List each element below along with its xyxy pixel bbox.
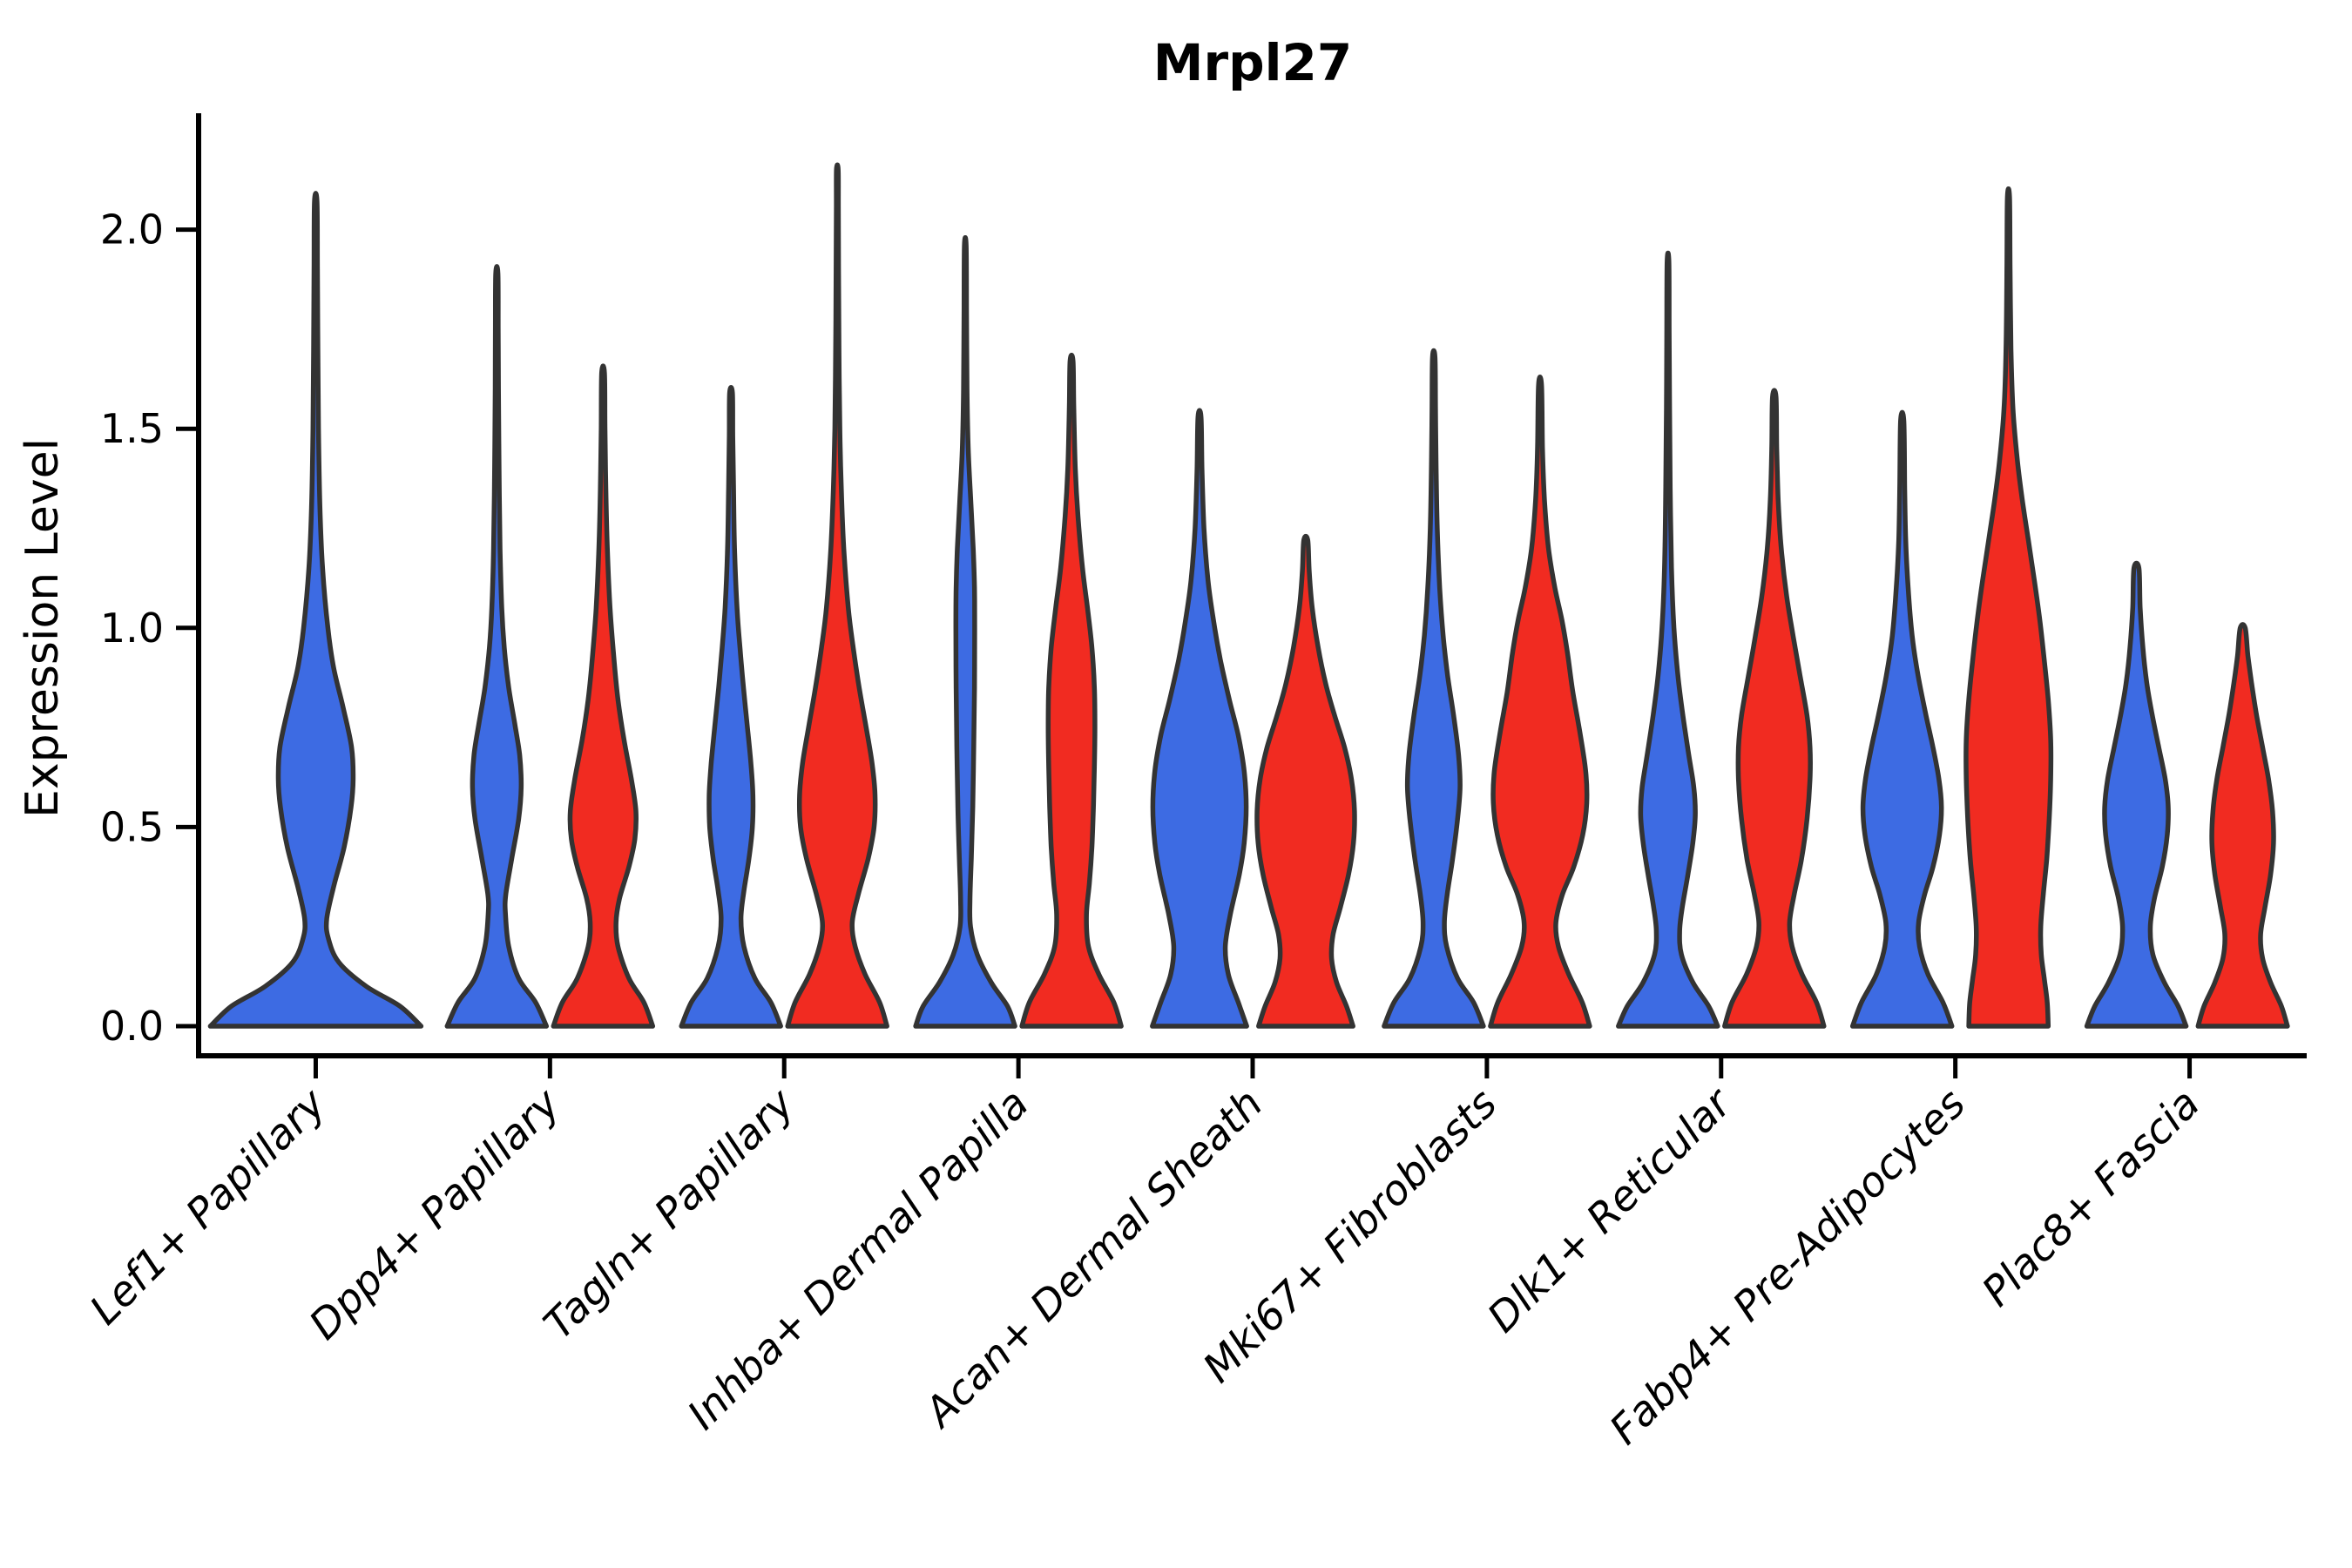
violin-dlk1-blue — [1616, 250, 1720, 1029]
violin-lef1-blue — [207, 191, 424, 1029]
x-category-label: Dlk1+ Reticular — [1478, 1078, 1742, 1342]
y-axis-label: Expression Level — [17, 438, 69, 818]
y-tick-label: 1.0 — [100, 605, 164, 652]
y-tick-label: 2.0 — [100, 206, 164, 253]
x-category-label: Plac8+ Fascia — [1973, 1080, 2209, 1316]
violin-dpp4-blue — [444, 264, 550, 1029]
y-tick-label: 0.0 — [100, 1003, 164, 1050]
violin-acan-red — [1254, 533, 1357, 1029]
x-category-label: Lef1+ Papillary — [81, 1079, 336, 1335]
violin-mki67-red — [1488, 375, 1592, 1029]
violin-plac8-blue — [2084, 560, 2189, 1029]
violin-tagln-red — [785, 162, 889, 1029]
y-tick-label: 0.5 — [100, 803, 164, 850]
violin-tagln-blue — [679, 385, 783, 1029]
violin-dpp4-red — [551, 363, 656, 1029]
violins-layer — [207, 162, 2290, 1029]
violin-fabp4-red — [1963, 186, 2054, 1029]
x-category-label: Tagln+ Papillary — [535, 1079, 805, 1349]
violin-acan-blue — [1150, 408, 1249, 1029]
violin-dlk1-red — [1722, 388, 1827, 1029]
violin-mki67-blue — [1382, 348, 1486, 1029]
violin-fabp4-blue — [1849, 409, 1955, 1029]
y-tick-label: 1.5 — [100, 405, 164, 452]
violin-inhba-blue — [913, 235, 1017, 1029]
chart-title: Mrpl27 — [1153, 33, 1352, 92]
violin-inhba-red — [1019, 352, 1124, 1029]
x-category-label: Dpp4+ Papillary — [301, 1079, 571, 1349]
violin-plac8-red — [2195, 622, 2290, 1029]
